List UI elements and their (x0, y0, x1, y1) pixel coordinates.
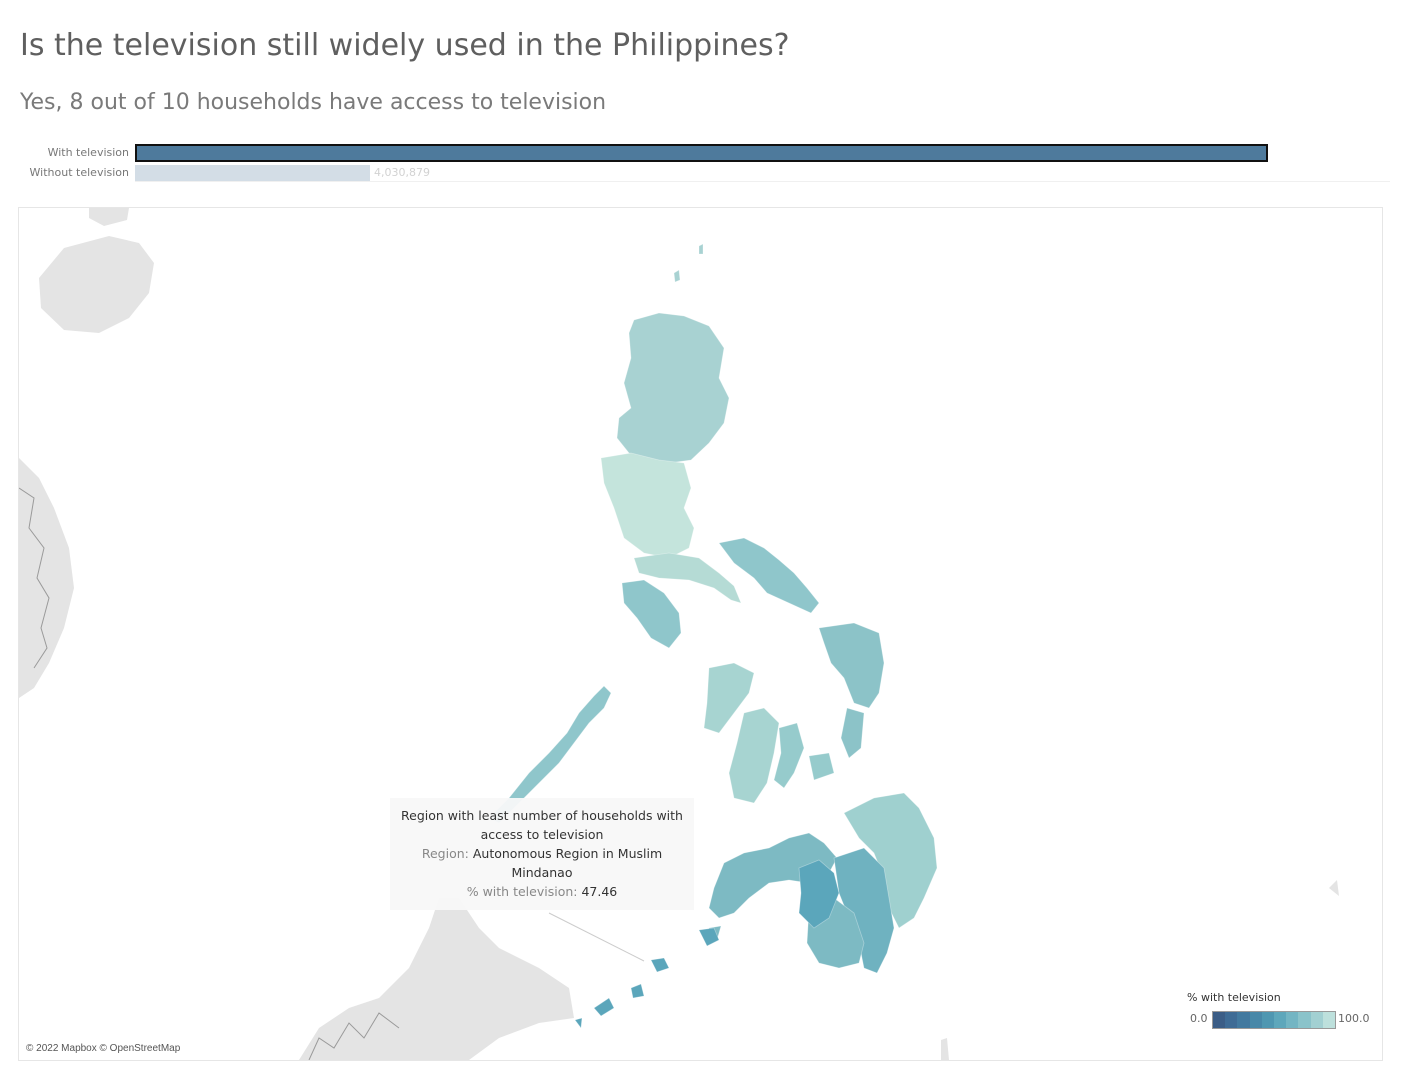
tooltip-pointer-line (548, 912, 645, 962)
color-legend-ramp[interactable] (1212, 1011, 1336, 1029)
dashboard-subtitle: Yes, 8 out of 10 households have access … (20, 90, 607, 115)
region-luzon-south[interactable] (633, 552, 742, 604)
region-palawan[interactable] (488, 685, 612, 824)
small-islet-southeast (941, 1038, 949, 1060)
southern-china-coast (89, 208, 129, 226)
access-bar-label: Without television (29, 166, 129, 179)
tooltip-region-value: Autonomous Region in Muslim Mindanao (472, 846, 663, 880)
color-legend-step (1310, 1012, 1323, 1028)
tooltip-region-line: Region: Autonomous Region in Muslim Mind… (390, 844, 694, 882)
color-legend-step (1261, 1012, 1275, 1028)
region-luzon-central[interactable] (600, 452, 695, 559)
region-luzon-north[interactable] (616, 312, 730, 464)
access-bar-value: 4,030,879 (374, 166, 430, 179)
color-legend-step (1249, 1012, 1262, 1028)
color-legend-step (1322, 1012, 1336, 1028)
region-bicol[interactable] (718, 537, 820, 614)
region-batanes[interactable] (673, 243, 704, 283)
philippines-map[interactable]: © 2022 Mapbox © OpenStreetMap (18, 207, 1383, 1061)
tooltip-heading: Region with least number of households w… (401, 808, 683, 842)
region-armm-basilan[interactable] (698, 927, 720, 947)
color-legend-step (1286, 1012, 1299, 1028)
neighbor-landmasses (19, 208, 1339, 1060)
region-negros[interactable] (728, 707, 780, 804)
color-legend-step (1225, 1012, 1238, 1028)
region-mindoro[interactable] (621, 579, 682, 649)
color-legend-step (1237, 1012, 1250, 1028)
region-visayas-west[interactable] (703, 662, 755, 734)
access-bar-row[interactable]: With television (0, 144, 1268, 162)
region-samar-leyte[interactable] (818, 622, 885, 759)
tooltip-pct-label: % with television: (466, 884, 578, 899)
vietnam-coast (19, 458, 74, 698)
color-legend-max: 100.0 (1338, 1012, 1370, 1025)
region-visayas-central[interactable] (773, 722, 835, 789)
color-legend-step (1213, 1012, 1226, 1028)
tooltip-region-label: Region: (421, 846, 469, 861)
color-legend-title: % with television (1187, 991, 1281, 1004)
color-legend-step (1274, 1012, 1287, 1028)
bar-chart-divider (135, 181, 1390, 182)
region-tooltip: Region with least number of households w… (390, 798, 694, 910)
region-armm-mainland[interactable] (798, 859, 840, 929)
color-legend-step (1298, 1012, 1311, 1028)
borneo-landmass (299, 898, 574, 1060)
access-bar-fill[interactable] (135, 165, 370, 181)
color-legend-min: 0.0 (1190, 1012, 1208, 1025)
dashboard-title: Is the television still widely used in t… (20, 28, 790, 63)
map-attribution[interactable]: © 2022 Mapbox © OpenStreetMap (26, 1043, 181, 1054)
hainan-landmass (39, 236, 154, 333)
tooltip-pct-value: 47.46 (581, 884, 618, 899)
access-bar-fill[interactable] (135, 144, 1268, 162)
tooltip-pct-line: % with television: 47.46 (390, 882, 694, 901)
access-bar-label: With television (47, 146, 129, 159)
region-shapes (488, 243, 938, 1030)
map-canvas (19, 208, 1339, 1060)
neighbor-borders (19, 487, 400, 1060)
region-armm-sulu[interactable] (574, 957, 670, 1030)
access-bar-row[interactable]: Without television 4,030,879 (0, 164, 430, 182)
region-caraga[interactable] (843, 792, 938, 929)
small-islet-east (1329, 880, 1339, 896)
